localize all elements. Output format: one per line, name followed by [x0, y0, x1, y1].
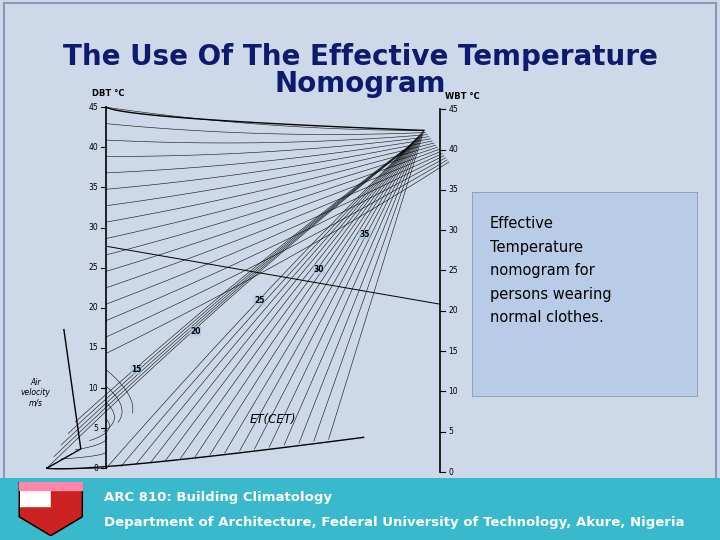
Text: The Use Of The Effective Temperature: The Use Of The Effective Temperature	[63, 43, 657, 71]
Text: 10: 10	[89, 383, 98, 393]
Polygon shape	[19, 482, 50, 506]
FancyBboxPatch shape	[0, 478, 720, 540]
Text: Effective
Temperature
nomogram for
persons wearing
normal clothes.: Effective Temperature nomogram for perso…	[490, 217, 611, 325]
Text: 15: 15	[89, 343, 98, 353]
Text: 35: 35	[359, 230, 369, 239]
Text: WBT °C: WBT °C	[446, 92, 480, 102]
Text: 25: 25	[448, 266, 458, 275]
Text: 15: 15	[131, 365, 141, 374]
Text: ET(CET): ET(CET)	[250, 414, 297, 427]
Polygon shape	[19, 482, 82, 490]
Text: DBT °C: DBT °C	[92, 89, 125, 98]
Text: 25: 25	[89, 263, 98, 272]
Text: 5: 5	[93, 424, 98, 433]
Text: 15: 15	[448, 347, 458, 356]
Polygon shape	[19, 482, 82, 536]
Text: 35: 35	[448, 185, 458, 194]
FancyBboxPatch shape	[472, 192, 698, 397]
Text: 45: 45	[448, 105, 458, 114]
Text: 10: 10	[448, 387, 458, 396]
Text: 40: 40	[89, 143, 98, 152]
Text: Air
velocity
m/s: Air velocity m/s	[20, 378, 50, 408]
Text: 20: 20	[190, 327, 201, 336]
Text: 20: 20	[448, 306, 458, 315]
Text: Nomogram: Nomogram	[274, 70, 446, 98]
Text: 5: 5	[448, 427, 453, 436]
Text: 45: 45	[89, 103, 98, 112]
Text: 0: 0	[93, 464, 98, 472]
Text: Department of Architecture, Federal University of Technology, Akure, Nigeria: Department of Architecture, Federal Univ…	[104, 516, 685, 529]
Text: 0: 0	[448, 468, 453, 477]
Polygon shape	[50, 482, 82, 506]
Text: 30: 30	[89, 223, 98, 232]
Text: 35: 35	[89, 183, 98, 192]
Text: 30: 30	[448, 226, 458, 235]
Text: 20: 20	[89, 303, 98, 312]
Text: ARC 810: Building Climatology: ARC 810: Building Climatology	[104, 491, 333, 504]
Text: 40: 40	[448, 145, 458, 154]
Text: 30: 30	[313, 265, 324, 274]
Text: 25: 25	[254, 296, 264, 305]
